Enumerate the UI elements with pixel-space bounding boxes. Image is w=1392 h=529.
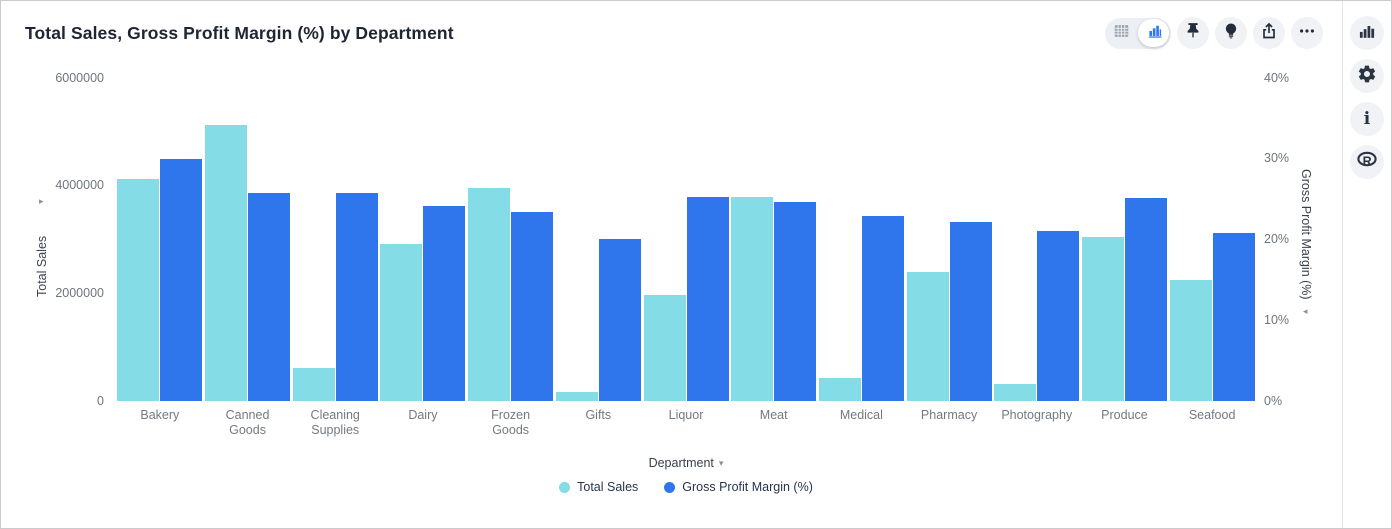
y-axis-right-tick: 10%	[1264, 312, 1290, 327]
table-view-icon	[1112, 22, 1131, 45]
svg-text:R: R	[1363, 154, 1372, 168]
legend-label-gross-profit-margin: Gross Profit Margin (%)	[682, 480, 813, 494]
x-axis-title-label: Department	[648, 456, 714, 470]
y-axis-right-tick: 30%	[1264, 151, 1290, 166]
table-view-button[interactable]	[1105, 18, 1138, 49]
legend-dot-total-sales	[559, 481, 571, 493]
ellipsis-icon	[1297, 21, 1317, 46]
x-axis-category-label: Bakery	[140, 408, 180, 422]
x-axis-category-label: Canned Goods	[225, 408, 270, 437]
legend-item-total-sales[interactable]: Total Sales	[559, 480, 638, 494]
bar-total-sales-photography[interactable]	[994, 383, 1037, 401]
x-axis-category-label: Produce	[1101, 408, 1148, 422]
x-axis-category-label: Liquor	[668, 408, 704, 422]
left-axis-sort-arrow-icon: ▸	[39, 196, 44, 206]
x-axis-category-label: Medical	[839, 408, 883, 422]
bar-total-sales-dairy[interactable]	[380, 244, 423, 401]
r-logo-icon: R	[1356, 149, 1378, 176]
info-button[interactable]: i	[1350, 102, 1384, 136]
chart-view-icon	[1146, 22, 1164, 45]
bar-gross-profit-margin-dairy[interactable]	[423, 206, 466, 401]
bar-total-sales-seafood[interactable]	[1169, 279, 1212, 401]
bar-gross-profit-margin-gifts[interactable]	[598, 238, 641, 401]
bar-gross-profit-margin-canned-goods[interactable]	[248, 192, 291, 401]
y-axis-left-tick: 0	[97, 393, 104, 408]
info-icon: i	[1363, 108, 1371, 129]
bar-gross-profit-margin-meat[interactable]	[774, 201, 817, 401]
x-axis-category-label: Seafood	[1188, 408, 1236, 422]
x-axis-category-label: Dairy	[408, 408, 438, 422]
bar-total-sales-produce[interactable]	[1081, 236, 1124, 401]
pin-icon	[1183, 21, 1203, 46]
bar-total-sales-medical[interactable]	[818, 377, 861, 401]
y-axis-left-tick: 2000000	[55, 285, 104, 300]
x-axis-category-label: Frozen Goods	[491, 408, 531, 437]
bar-total-sales-cleaning-supplies[interactable]	[292, 367, 335, 401]
legend: Total Sales Gross Profit Margin (%)	[116, 480, 1256, 494]
bar-total-sales-liquor[interactable]	[643, 294, 686, 401]
bar-gross-profit-margin-frozen-goods[interactable]	[511, 212, 554, 401]
legend-item-gross-profit-margin[interactable]: Gross Profit Margin (%)	[664, 480, 813, 494]
x-axis-category-label: Photography	[1001, 408, 1073, 422]
more-options-button[interactable]	[1291, 17, 1323, 49]
share-icon	[1259, 21, 1279, 46]
y-axis-left-tick: 6000000	[55, 70, 104, 85]
y-axis-right-tick: 40%	[1264, 70, 1290, 85]
bar-gross-profit-margin-bakery[interactable]	[160, 158, 203, 401]
legend-label-total-sales: Total Sales	[577, 480, 639, 494]
x-axis-dropdown-arrow-icon: ▾	[718, 457, 724, 468]
x-axis-title[interactable]: Department ▾	[116, 456, 1256, 470]
right-axis-sort-arrow-icon: ◂	[1303, 306, 1308, 316]
x-axis-category-label: Pharmacy	[920, 408, 978, 422]
bar-total-sales-frozen-goods[interactable]	[468, 187, 511, 401]
gear-icon	[1357, 64, 1377, 89]
settings-button[interactable]	[1350, 59, 1384, 93]
bar-gross-profit-margin-seafood[interactable]	[1212, 233, 1255, 401]
y-axis-right-tick: 0%	[1264, 393, 1283, 408]
bar-total-sales-bakery[interactable]	[117, 178, 160, 401]
bar-total-sales-canned-goods[interactable]	[205, 124, 248, 401]
bar-chart-icon	[1357, 21, 1377, 46]
chart-view-button[interactable]	[1138, 18, 1171, 49]
bar-gross-profit-margin-produce[interactable]	[1124, 197, 1167, 401]
right-sidebar: i R	[1342, 1, 1391, 528]
charts-panel-button[interactable]	[1350, 16, 1384, 50]
bar-gross-profit-margin-medical[interactable]	[861, 216, 904, 401]
bar-total-sales-gifts[interactable]	[555, 391, 598, 401]
r-analytics-button[interactable]: R	[1350, 145, 1384, 179]
x-axis-category-label: Gifts	[585, 408, 612, 422]
legend-dot-gross-profit-margin	[664, 481, 676, 493]
lightbulb-icon	[1221, 21, 1241, 46]
bar-total-sales-pharmacy[interactable]	[906, 271, 949, 401]
insights-button[interactable]	[1215, 17, 1247, 49]
y-axis-right-tick: 20%	[1264, 232, 1290, 246]
bar-gross-profit-margin-photography[interactable]	[1037, 231, 1080, 401]
bar-gross-profit-margin-liquor[interactable]	[686, 196, 729, 401]
y-axis-left-tick: 4000000	[55, 178, 104, 193]
x-axis-category-label: Meat	[759, 408, 788, 422]
chart-title: Total Sales, Gross Profit Margin (%) by …	[25, 23, 454, 43]
view-toggle	[1105, 17, 1171, 49]
pin-button[interactable]	[1177, 17, 1209, 49]
x-axis-category-label: Cleaning Supplies	[310, 408, 360, 437]
share-button[interactable]	[1253, 17, 1285, 49]
chart-toolbar	[1105, 17, 1323, 49]
bar-gross-profit-margin-pharmacy[interactable]	[949, 221, 992, 401]
bar-total-sales-meat[interactable]	[731, 196, 774, 401]
bar-gross-profit-margin-cleaning-supplies[interactable]	[335, 193, 378, 401]
